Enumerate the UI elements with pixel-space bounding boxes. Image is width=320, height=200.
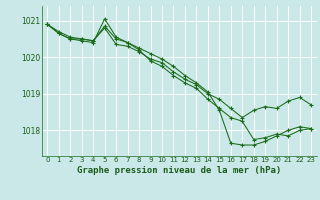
X-axis label: Graphe pression niveau de la mer (hPa): Graphe pression niveau de la mer (hPa) xyxy=(77,166,281,175)
